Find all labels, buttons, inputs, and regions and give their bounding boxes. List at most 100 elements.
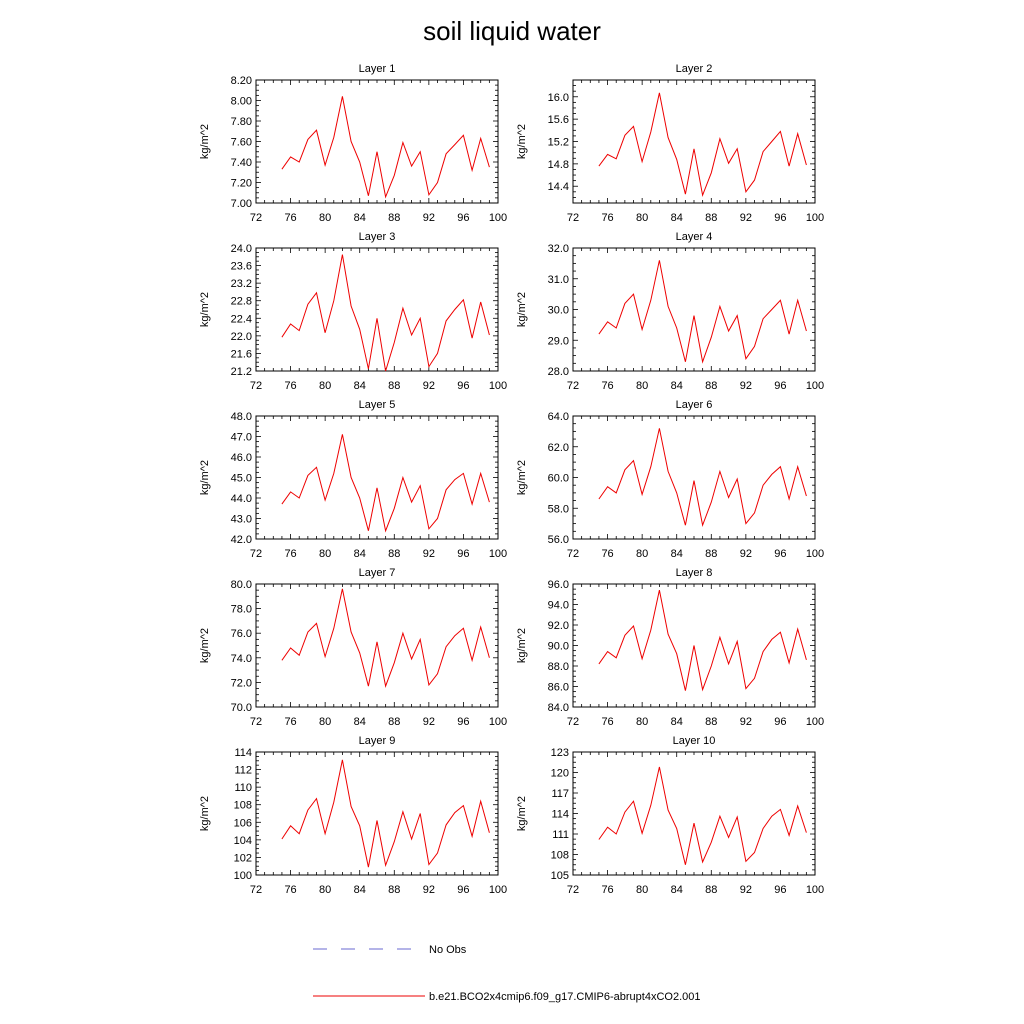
- x-tick-label: 88: [705, 212, 717, 224]
- panel-title: Layer 5: [359, 399, 396, 411]
- x-tick-label: 72: [567, 716, 579, 728]
- x-tick-label: 88: [705, 884, 717, 896]
- panel-layer-8: Layer 8 kg/m^2 72 76 80 84 88 92 96 100 84.0 86.0 88…: [516, 567, 824, 728]
- y-tick-label: 15.6: [548, 114, 569, 126]
- panel-title: Layer 1: [359, 63, 396, 75]
- x-tick-label: 76: [601, 212, 613, 224]
- y-tick-label: 22.0: [231, 331, 252, 343]
- x-tick-label: 88: [388, 884, 400, 896]
- y-tick-label: 105: [551, 870, 569, 882]
- y-axis-label: kg/m^2: [199, 292, 211, 327]
- y-tick-label: 32.0: [548, 243, 569, 255]
- x-tick-label: 96: [457, 716, 469, 728]
- series-line: [598, 428, 807, 528]
- y-tick-label: 7.40: [231, 157, 252, 169]
- plot-frame: [255, 583, 499, 708]
- x-tick-label: 92: [423, 380, 435, 392]
- x-tick-label: 72: [567, 380, 579, 392]
- x-tick-label: 88: [705, 548, 717, 560]
- y-axis-label: kg/m^2: [516, 124, 528, 159]
- y-tick-label: 108: [551, 850, 569, 862]
- y-tick-label: 58.0: [548, 503, 569, 515]
- x-tick-label: 72: [250, 884, 262, 896]
- y-tick-label: 88.0: [548, 661, 569, 673]
- x-tick-label: 92: [740, 716, 752, 728]
- x-tick-label: 96: [457, 212, 469, 224]
- x-tick-label: 80: [319, 212, 331, 224]
- panel-layer-10: Layer 10 kg/m^2 72 76 80 84 88 92 96 100 105 108 111…: [516, 735, 824, 896]
- panel-title: Layer 3: [359, 231, 396, 243]
- x-tick-label: 88: [388, 548, 400, 560]
- series-line: [281, 434, 490, 533]
- x-tick-label: 84: [671, 884, 683, 896]
- series-line: [281, 96, 490, 199]
- plot-frame: [255, 79, 499, 204]
- panel-title: Layer 8: [676, 567, 713, 579]
- y-tick-label: 23.6: [231, 261, 252, 273]
- x-tick-label: 100: [489, 884, 507, 896]
- y-axis-label: kg/m^2: [199, 628, 211, 663]
- x-tick-label: 76: [601, 716, 613, 728]
- panels: Layer 1 kg/m^2 72 76 80 84 88 92 96 100 7.00 7.20 7.…: [199, 63, 824, 896]
- panel-layer-9: Layer 9 kg/m^2 72 76 80 84 88 92 96 100 100 102 104 1…: [199, 735, 507, 896]
- y-tick-label: 14.4: [548, 181, 569, 193]
- x-tick-label: 80: [636, 212, 648, 224]
- x-tick-label: 96: [457, 380, 469, 392]
- y-tick-label: 72.0: [231, 677, 252, 689]
- y-axis-label: kg/m^2: [199, 796, 211, 831]
- y-tick-label: 94.0: [548, 600, 569, 612]
- x-tick-label: 100: [489, 716, 507, 728]
- y-tick-label: 96.0: [548, 579, 569, 591]
- x-tick-label: 100: [806, 212, 824, 224]
- y-axis-label: kg/m^2: [516, 460, 528, 495]
- y-tick-label: 15.2: [548, 137, 569, 149]
- y-tick-label: 78.0: [231, 604, 252, 616]
- x-tick-label: 88: [388, 212, 400, 224]
- x-tick-label: 96: [457, 548, 469, 560]
- y-tick-label: 74.0: [231, 653, 252, 665]
- y-tick-label: 80.0: [231, 579, 252, 591]
- x-tick-label: 100: [489, 548, 507, 560]
- y-tick-label: 90.0: [548, 641, 569, 653]
- x-tick-label: 84: [671, 212, 683, 224]
- y-tick-label: 100: [234, 870, 252, 882]
- y-tick-label: 120: [551, 768, 569, 780]
- plot-frame: [255, 751, 499, 876]
- panel-layer-4: Layer 4 kg/m^2 72 76 80 84 88 92 96 100 28.0 29.0 30…: [516, 231, 824, 392]
- y-tick-label: 112: [234, 765, 252, 777]
- panel-title: Layer 4: [676, 231, 713, 243]
- legend-obs-label: No Obs: [429, 944, 467, 956]
- y-axis-label: kg/m^2: [199, 124, 211, 159]
- y-tick-label: 102: [234, 852, 252, 864]
- y-tick-label: 104: [234, 835, 252, 847]
- x-tick-label: 100: [806, 380, 824, 392]
- x-tick-label: 72: [250, 380, 262, 392]
- y-tick-label: 47.0: [231, 432, 252, 444]
- plot-frame: [572, 79, 816, 204]
- x-tick-label: 100: [806, 716, 824, 728]
- x-tick-label: 76: [601, 548, 613, 560]
- y-tick-label: 24.0: [231, 243, 252, 255]
- y-tick-label: 22.8: [231, 296, 252, 308]
- y-tick-label: 21.2: [231, 366, 252, 378]
- figure-title: soil liquid water: [423, 16, 601, 46]
- y-tick-label: 29.0: [548, 335, 569, 347]
- x-tick-label: 72: [567, 548, 579, 560]
- y-tick-label: 44.0: [231, 493, 252, 505]
- x-tick-label: 76: [601, 884, 613, 896]
- x-tick-label: 72: [250, 212, 262, 224]
- x-tick-label: 80: [319, 548, 331, 560]
- x-tick-label: 72: [250, 548, 262, 560]
- y-tick-label: 76.0: [231, 628, 252, 640]
- x-tick-label: 100: [806, 884, 824, 896]
- y-tick-label: 45.0: [231, 473, 252, 485]
- x-tick-label: 88: [388, 716, 400, 728]
- x-tick-label: 92: [740, 212, 752, 224]
- x-tick-label: 92: [423, 212, 435, 224]
- y-axis-label: kg/m^2: [516, 796, 528, 831]
- y-tick-label: 22.4: [231, 313, 252, 325]
- x-tick-label: 92: [423, 716, 435, 728]
- y-tick-label: 64.0: [548, 411, 569, 423]
- x-tick-label: 76: [601, 380, 613, 392]
